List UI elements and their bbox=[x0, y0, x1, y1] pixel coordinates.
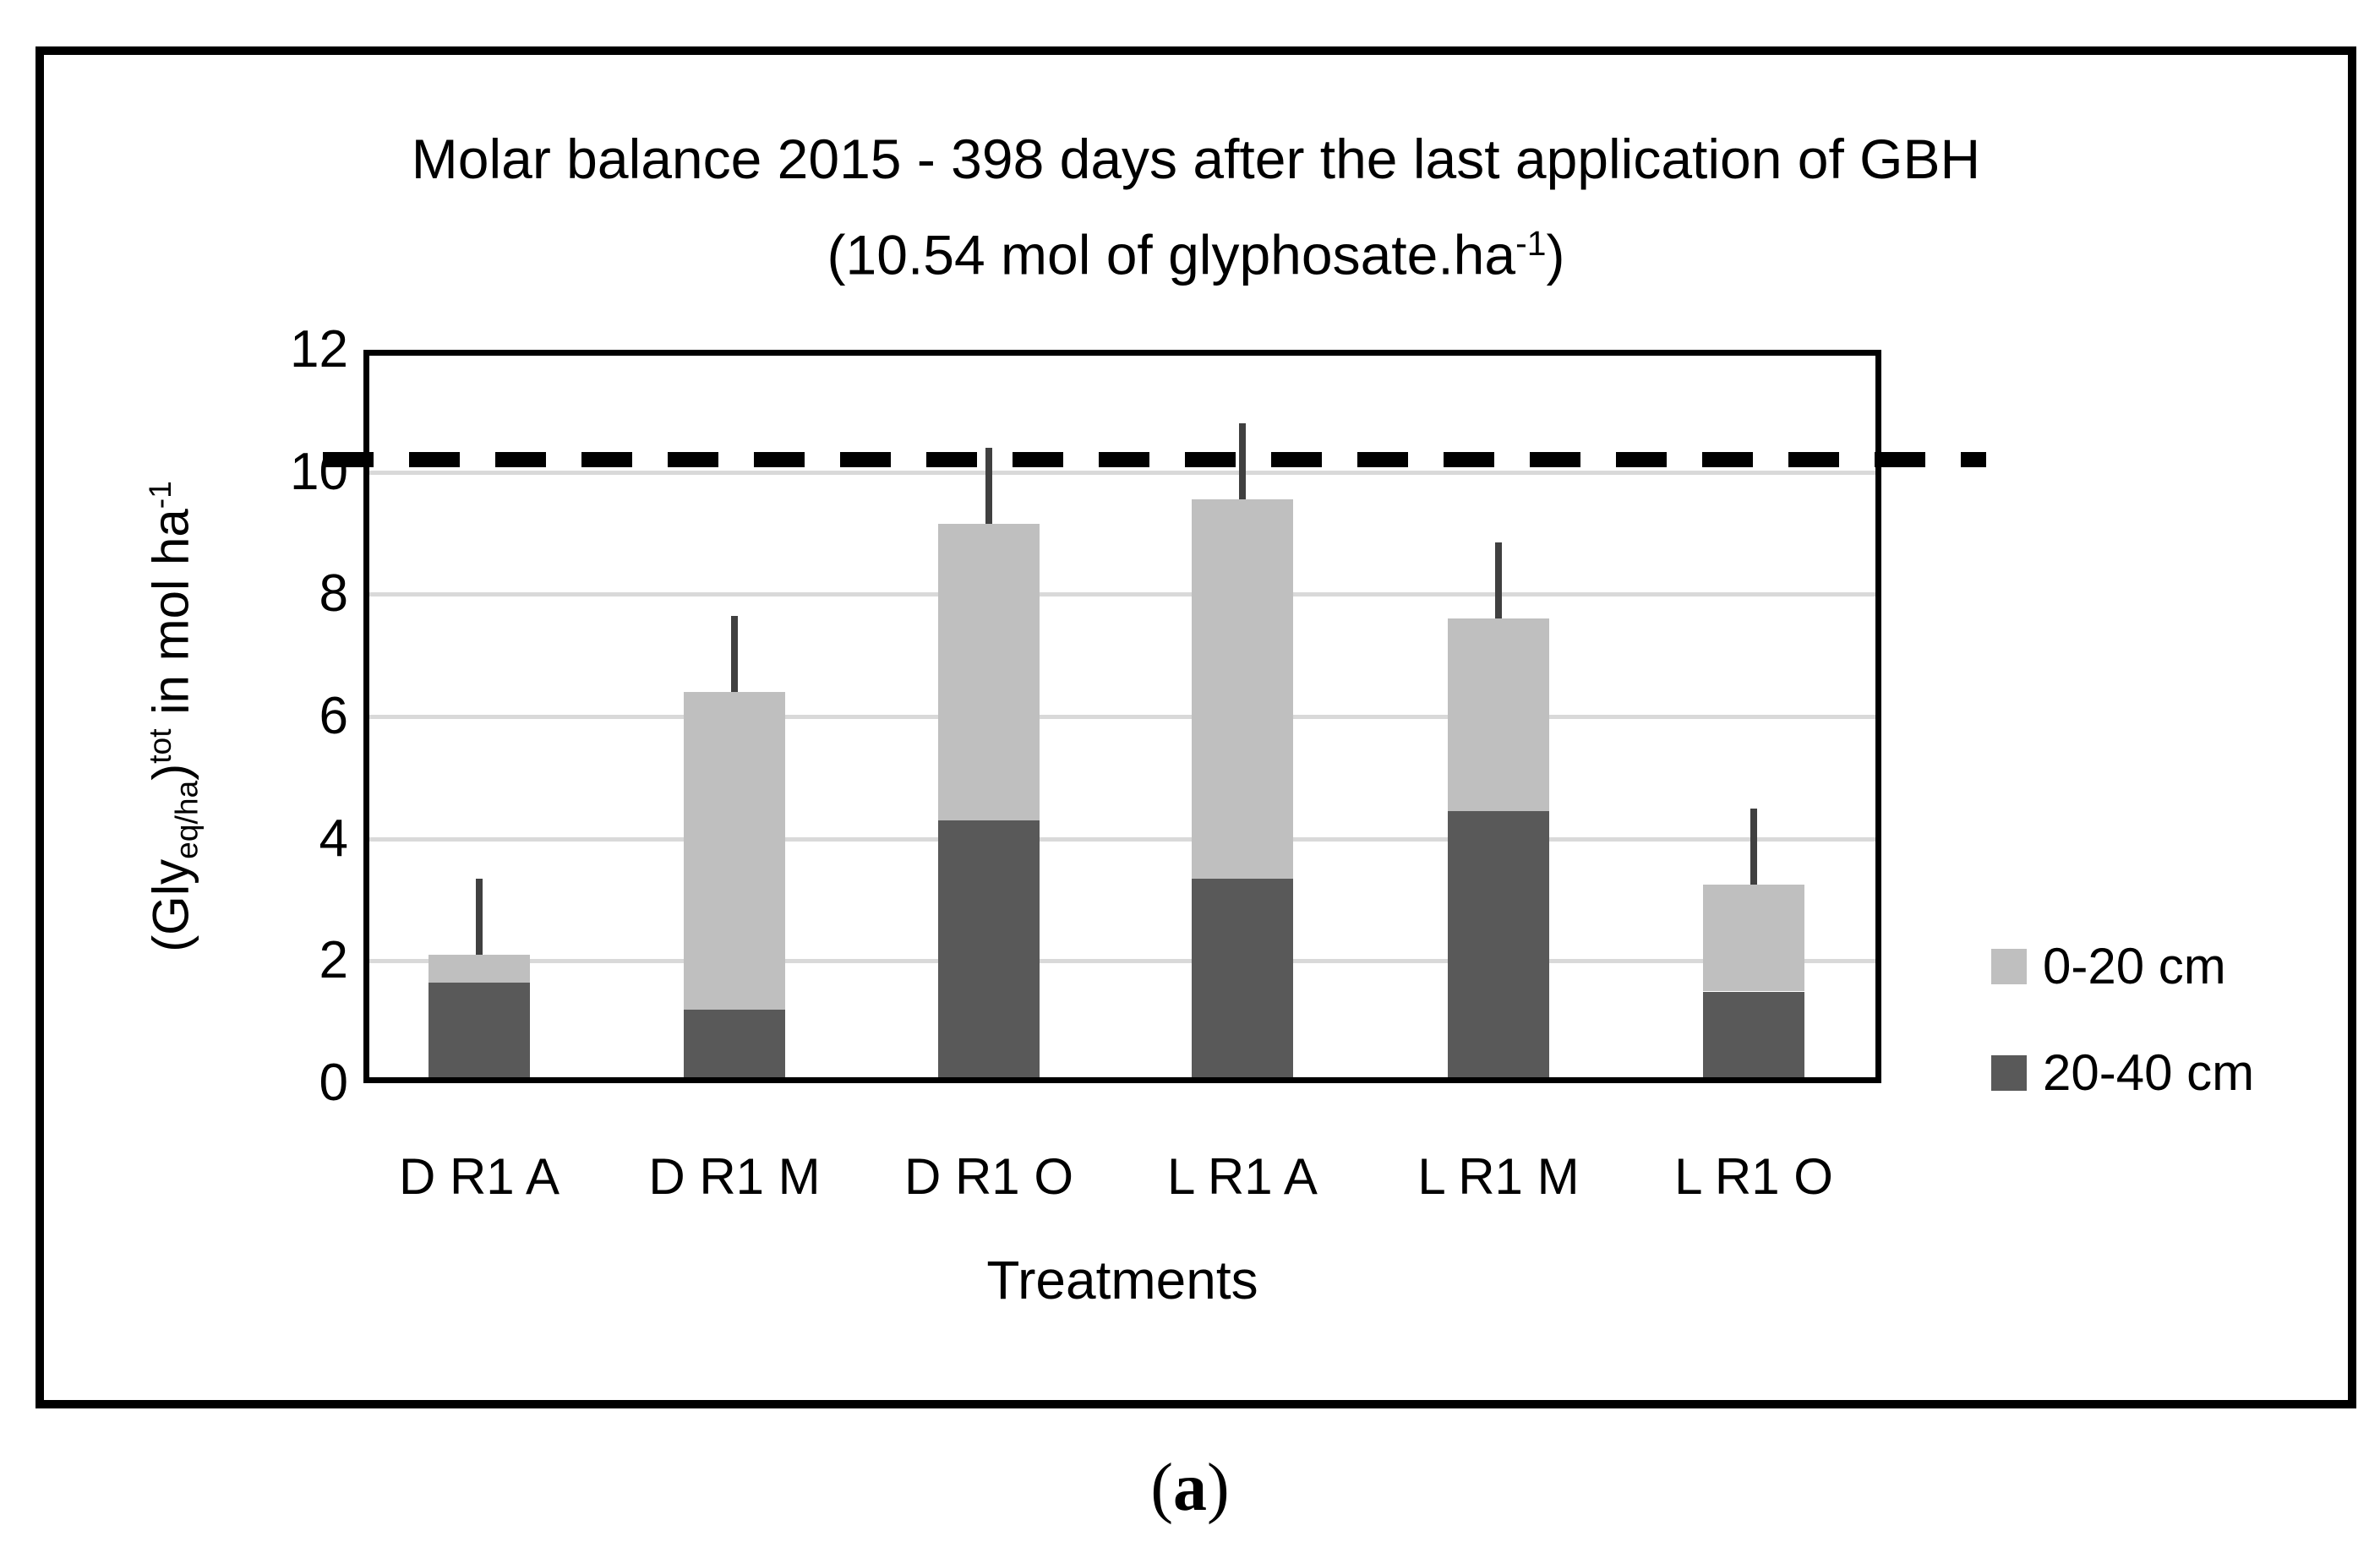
x-tick-label: D R1 M bbox=[648, 1148, 821, 1205]
bar-segment-0-20cm bbox=[429, 955, 530, 983]
gridline bbox=[369, 470, 1875, 475]
x-tick-label: D R1 O bbox=[903, 1148, 1074, 1205]
gridline bbox=[369, 592, 1875, 597]
x-tick-label: L R1 M bbox=[1417, 1148, 1580, 1205]
legend-swatch-0-20cm bbox=[1991, 949, 2027, 984]
superscript-text: -1 bbox=[141, 481, 177, 509]
legend-label: 20-40 cm bbox=[2043, 1044, 2255, 1101]
bar-segment-0-20cm bbox=[1448, 618, 1549, 812]
reference-line bbox=[323, 452, 1986, 468]
bar-segment-20-40cm bbox=[684, 1010, 785, 1083]
plain-text: (Gly bbox=[142, 858, 199, 952]
y-tick-label: 2 bbox=[319, 931, 348, 990]
x-axis-label: Treatments bbox=[986, 1250, 1258, 1310]
superscript-text: -1 bbox=[1515, 224, 1547, 263]
x-tick-label: L R1 A bbox=[1167, 1148, 1318, 1205]
x-tick-label: D R1 A bbox=[398, 1148, 560, 1205]
y-tick-label: 12 bbox=[290, 320, 348, 379]
subscript-text: eq/ha bbox=[168, 780, 205, 859]
chart-subtitle: (10.54 mol of glyphosate.ha-1) bbox=[44, 201, 2348, 297]
superscript-text: tot bbox=[141, 728, 177, 764]
bar-segment-20-40cm bbox=[1703, 991, 1804, 1083]
figure-border bbox=[35, 46, 2356, 1408]
legend-label: 0-20 cm bbox=[2043, 938, 2226, 994]
plain-text: in mol ha bbox=[142, 509, 199, 729]
y-tick-label: 6 bbox=[319, 687, 348, 745]
bar-segment-0-20cm bbox=[1192, 499, 1293, 879]
bar-segment-20-40cm bbox=[938, 820, 1040, 1083]
error-bar bbox=[985, 447, 992, 525]
bar-segment-0-20cm bbox=[684, 692, 785, 1011]
gridline bbox=[369, 836, 1875, 842]
error-bar bbox=[1495, 542, 1502, 619]
error-bar bbox=[1750, 808, 1757, 885]
figure-caption: (a) bbox=[1150, 1451, 1230, 1525]
plain-text: (10.54 mol of glyphosate.ha bbox=[827, 223, 1516, 286]
x-tick-label: L R1 O bbox=[1674, 1148, 1833, 1205]
bar-segment-0-20cm bbox=[938, 524, 1040, 820]
plain-text: ) bbox=[142, 763, 199, 781]
error-bar bbox=[731, 615, 738, 693]
y-axis-label: (Glyeq/ha)tot in mol ha-1 bbox=[141, 481, 205, 952]
chart-title-block: Molar balance 2015 - 398 days after the … bbox=[44, 117, 2348, 297]
y-tick-label: 10 bbox=[290, 442, 348, 501]
plot-frame bbox=[363, 350, 1881, 1083]
bar-segment-20-40cm bbox=[429, 982, 530, 1083]
y-tick-label: 8 bbox=[319, 564, 348, 624]
plain-text: ) bbox=[1546, 223, 1565, 286]
bar-segment-0-20cm bbox=[1703, 884, 1804, 992]
gridline bbox=[369, 959, 1875, 964]
legend-swatch-20-40cm bbox=[1991, 1055, 2027, 1091]
bar-segment-20-40cm bbox=[1192, 878, 1293, 1083]
bar-segment-20-40cm bbox=[1448, 811, 1549, 1083]
chart-title: Molar balance 2015 - 398 days after the … bbox=[411, 128, 1981, 190]
gridline bbox=[369, 715, 1875, 719]
y-tick-label: 4 bbox=[319, 809, 348, 868]
y-tick-label: 0 bbox=[319, 1054, 348, 1112]
error-bar bbox=[476, 878, 483, 956]
caption-letter: a bbox=[1173, 1451, 1207, 1525]
